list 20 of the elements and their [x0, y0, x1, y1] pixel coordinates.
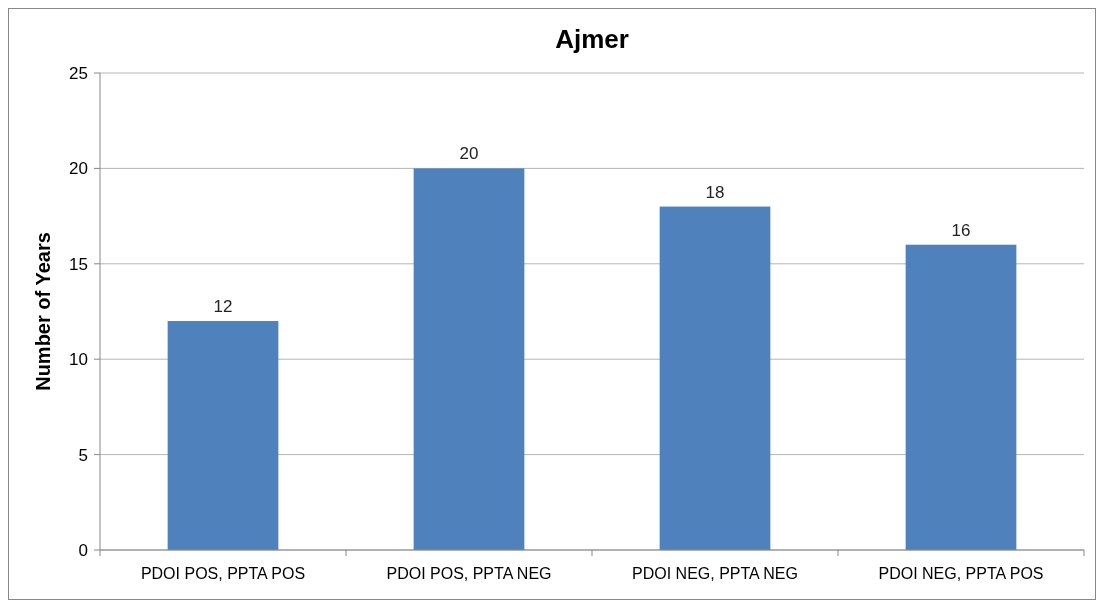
y-tick-label: 15 — [69, 254, 88, 274]
data-label: 12 — [213, 297, 233, 317]
bar — [905, 244, 1017, 550]
data-label: 16 — [951, 220, 971, 240]
y-tick-label: 10 — [69, 350, 88, 370]
chart-title: Ajmer — [555, 24, 629, 54]
y-tick-label: 5 — [78, 445, 88, 465]
bar — [659, 206, 771, 550]
x-tick-label: PDOI NEG, PPTA NEG — [632, 565, 798, 582]
bar — [167, 321, 279, 550]
y-axis-title: Number of Years — [32, 232, 54, 391]
x-tick-label: PDOI POS, PPTA POS — [140, 565, 306, 582]
data-label: 18 — [705, 182, 725, 202]
bar — [413, 168, 525, 550]
data-label: 20 — [459, 144, 479, 164]
x-tick-label: PDOI POS, PPTA NEG — [386, 565, 552, 582]
y-tick-label: 20 — [69, 159, 88, 179]
y-tick-label: 0 — [78, 540, 88, 560]
x-tick-label: PDOI NEG, PPTA POS — [878, 565, 1044, 582]
y-tick-label: 25 — [69, 63, 88, 83]
